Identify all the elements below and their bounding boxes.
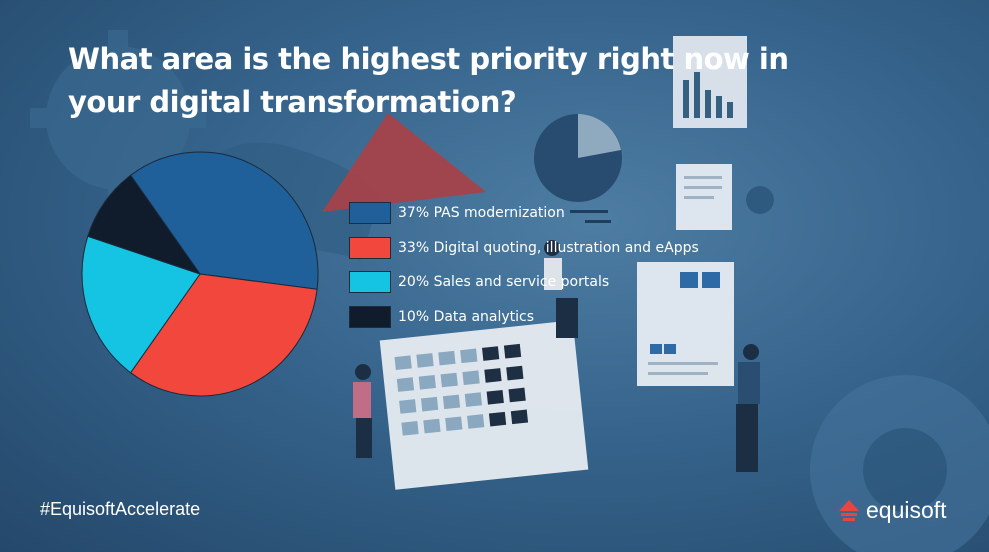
chart-title: What area is the highest priority right … bbox=[68, 42, 789, 119]
legend-swatch bbox=[349, 202, 391, 224]
pie-slice bbox=[129, 273, 318, 397]
brand-logo: equisoft bbox=[838, 497, 947, 524]
pie-slice bbox=[87, 174, 202, 275]
legend-label: 10% Data analytics bbox=[398, 308, 535, 325]
legend-item: 37% PAS modernization bbox=[349, 202, 699, 224]
pie-slice bbox=[129, 151, 319, 290]
hashtag-text: #EquisoftAccelerate bbox=[40, 499, 201, 519]
equisoft-logo-icon bbox=[839, 499, 859, 521]
legend-item: 33% Digital quoting, illustration and eA… bbox=[349, 236, 699, 259]
chart-legend: 37% PAS modernization 33% Digital quotin… bbox=[349, 202, 699, 340]
legend-label: 20% Sales and service portals bbox=[398, 274, 610, 290]
legend-swatch bbox=[349, 305, 391, 328]
pie-slice bbox=[81, 235, 201, 374]
legend-label: 37% PAS modernization bbox=[398, 205, 565, 221]
legend-item: 20% Sales and service portals bbox=[349, 271, 699, 293]
legend-item: 10% Data analytics bbox=[349, 305, 699, 328]
pie-chart bbox=[81, 151, 319, 397]
legend-swatch bbox=[349, 271, 391, 293]
brand-name: equisoft bbox=[866, 497, 947, 523]
legend-label: 33% Digital quoting, illustration and eA… bbox=[398, 239, 699, 256]
legend-swatch bbox=[349, 236, 391, 259]
